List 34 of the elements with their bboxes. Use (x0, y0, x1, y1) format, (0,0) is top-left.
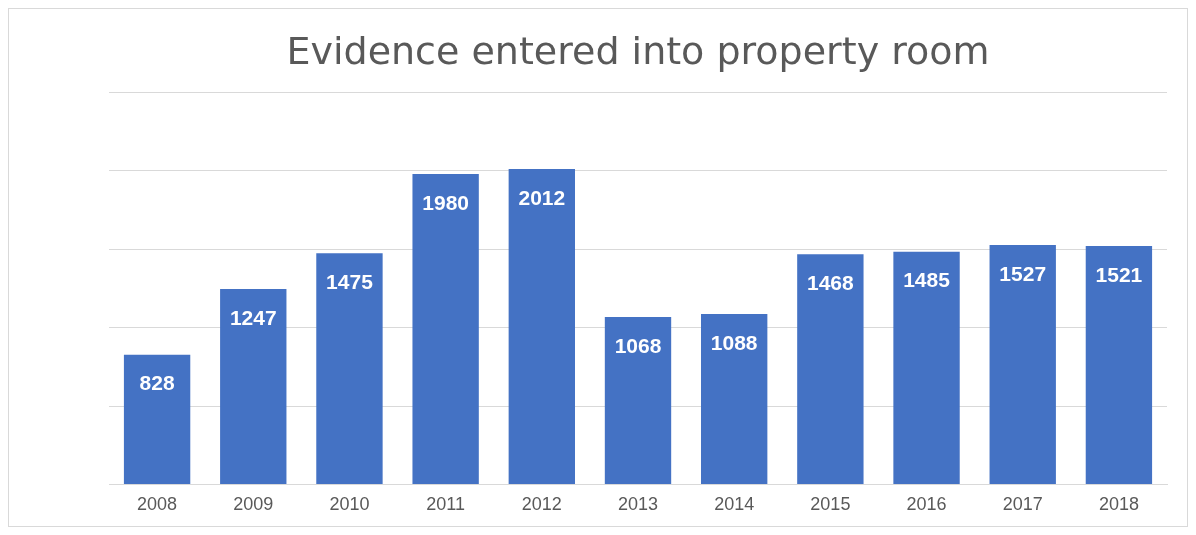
bar (220, 288, 287, 484)
data-label: 1475 (326, 270, 374, 294)
bar (989, 245, 1056, 484)
data-label: 1521 (1095, 262, 1143, 286)
data-label: 1485 (903, 268, 951, 292)
x-tick-label: 2009 (233, 494, 274, 515)
x-tick-label: 2013 (617, 494, 659, 515)
data-label: 2012 (518, 185, 566, 209)
x-tick-label: 2018 (1098, 494, 1139, 515)
x-tick-label: 2010 (329, 494, 370, 515)
data-label: 1068 (614, 333, 662, 357)
x-tick-label: 2014 (714, 494, 755, 515)
x-tick-label: 2011 (426, 494, 465, 515)
data-label: 1088 (710, 330, 758, 354)
x-tick-label: 2008 (137, 494, 178, 515)
x-tick-label: 2015 (810, 494, 851, 515)
x-tick-label: 2012 (521, 494, 562, 515)
bar (604, 317, 672, 484)
bar (797, 254, 864, 484)
bar (316, 253, 383, 484)
bar (701, 313, 768, 484)
data-label: 1247 (229, 305, 277, 329)
bar (893, 251, 960, 484)
data-label: 828 (139, 371, 175, 395)
bar (123, 354, 191, 484)
data-label: 1527 (999, 261, 1047, 285)
bar (1085, 246, 1153, 484)
bar (412, 174, 479, 484)
data-label: 1468 (807, 271, 855, 295)
data-label: 1980 (422, 190, 469, 214)
chart-title: Evidence entered into property room (286, 28, 990, 73)
bar (508, 169, 575, 484)
x-tick-label: 2017 (1002, 494, 1043, 515)
x-tick-label: 2016 (906, 494, 947, 515)
